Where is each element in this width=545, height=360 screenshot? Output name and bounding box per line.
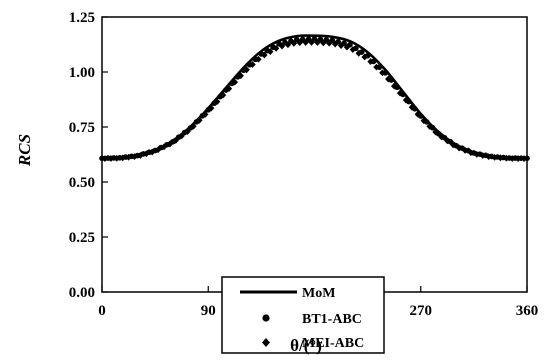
point-meiabc xyxy=(119,154,126,162)
point-meiabc xyxy=(113,154,120,162)
point-meiabc xyxy=(355,49,362,57)
point-meiabc xyxy=(137,152,144,159)
point-meiabc xyxy=(337,42,345,49)
point-meiabc xyxy=(237,72,244,80)
point-meiabc xyxy=(331,40,339,48)
point-meiabc xyxy=(379,69,386,77)
point-meiabc xyxy=(267,48,274,56)
y-tick-label: 1.25 xyxy=(69,10,95,26)
point-meiabc xyxy=(361,53,368,61)
legend-marker-bt1abc xyxy=(262,314,270,322)
point-meiabc xyxy=(396,89,404,97)
point-meiabc xyxy=(219,91,227,99)
point-meiabc xyxy=(196,116,203,124)
y-axis-label: RCS xyxy=(15,134,34,167)
point-meiabc xyxy=(438,133,445,141)
point-meiabc xyxy=(408,103,416,111)
point-meiabc xyxy=(349,46,357,54)
point-meiabc xyxy=(255,55,262,63)
point-meiabc xyxy=(213,98,221,105)
point-meiabc xyxy=(243,66,250,74)
point-meiabc xyxy=(450,141,457,149)
point-meiabc xyxy=(208,104,215,112)
point-meiabc xyxy=(290,40,298,47)
legend-marker-meiabc xyxy=(262,338,270,347)
point-meiabc xyxy=(473,150,481,158)
point-meiabc xyxy=(320,39,327,47)
point-meiabc xyxy=(314,39,321,46)
point-meiabc xyxy=(485,153,492,160)
point-meiabc xyxy=(479,152,486,159)
series-line-mom xyxy=(101,34,528,160)
point-meiabc xyxy=(373,63,380,71)
point-meiabc xyxy=(326,39,333,47)
y-tick-label: 1.00 xyxy=(69,65,95,81)
point-meiabc xyxy=(261,51,268,59)
point-meiabc xyxy=(520,155,528,163)
series-layer xyxy=(99,34,530,163)
point-meiabc xyxy=(154,146,162,154)
y-tick-label: 0.75 xyxy=(69,120,95,136)
point-meiabc xyxy=(172,136,179,144)
point-meiabc xyxy=(249,61,256,68)
point-meiabc xyxy=(367,58,374,65)
point-meiabc xyxy=(202,110,209,118)
legend-label-meiabc: MEI-ABC xyxy=(302,336,364,351)
legend-label-mom: MoM xyxy=(302,286,335,301)
y-tick-label: 0.00 xyxy=(69,285,95,301)
point-meiabc xyxy=(432,128,439,136)
point-meiabc xyxy=(107,155,115,162)
point-meiabc xyxy=(514,155,522,162)
plot-frame xyxy=(101,16,528,293)
y-tick-label: 0.50 xyxy=(69,175,95,191)
point-meiabc xyxy=(166,140,174,148)
point-meiabc xyxy=(503,154,510,162)
legend: MoM BT1-ABC MEI-ABC xyxy=(221,276,385,354)
point-meiabc xyxy=(343,43,351,51)
point-meiabc xyxy=(497,154,504,162)
point-meiabc xyxy=(231,78,239,86)
point-meiabc xyxy=(148,148,156,156)
point-meiabc xyxy=(302,39,309,46)
point-meiabc xyxy=(190,122,197,130)
point-meiabc xyxy=(131,153,138,160)
x-tick-label: 360 xyxy=(516,303,539,319)
point-bt1abc xyxy=(311,36,318,42)
point-meiabc xyxy=(225,85,233,92)
point-meiabc xyxy=(178,132,185,140)
point-meiabc xyxy=(284,41,292,49)
point-meiabc xyxy=(308,38,315,46)
y-tick-label: 0.25 xyxy=(69,230,95,246)
point-meiabc xyxy=(414,110,421,118)
point-meiabc xyxy=(390,82,398,90)
x-axis-label: θ/(°) xyxy=(290,336,322,355)
point-meiabc xyxy=(461,146,469,154)
point-meiabc xyxy=(385,75,392,83)
point-meiabc xyxy=(272,44,280,52)
point-meiabc xyxy=(491,153,498,161)
point-meiabc xyxy=(420,117,427,125)
point-meiabc xyxy=(467,149,475,157)
point-meiabc xyxy=(426,122,433,130)
point-meiabc xyxy=(296,39,303,47)
point-meiabc xyxy=(125,153,132,161)
x-tick-label: 270 xyxy=(410,303,433,319)
point-meiabc xyxy=(143,150,150,158)
point-meiabc xyxy=(455,144,463,152)
point-meiabc xyxy=(402,96,410,104)
point-meiabc xyxy=(509,155,516,162)
point-meiabc xyxy=(184,128,191,135)
axes: 0.000.250.500.751.001.25090180270360 xyxy=(69,10,539,319)
point-meiabc xyxy=(160,143,168,151)
point-meiabc xyxy=(278,42,286,50)
point-meiabc xyxy=(444,137,451,145)
x-tick-label: 0 xyxy=(98,303,106,319)
legend-box xyxy=(221,276,385,354)
point-bt1abc xyxy=(305,36,312,43)
point-meiabc xyxy=(101,155,109,163)
legend-label-bt1abc: BT1-ABC xyxy=(302,312,362,327)
x-tick-label: 90 xyxy=(201,303,216,319)
